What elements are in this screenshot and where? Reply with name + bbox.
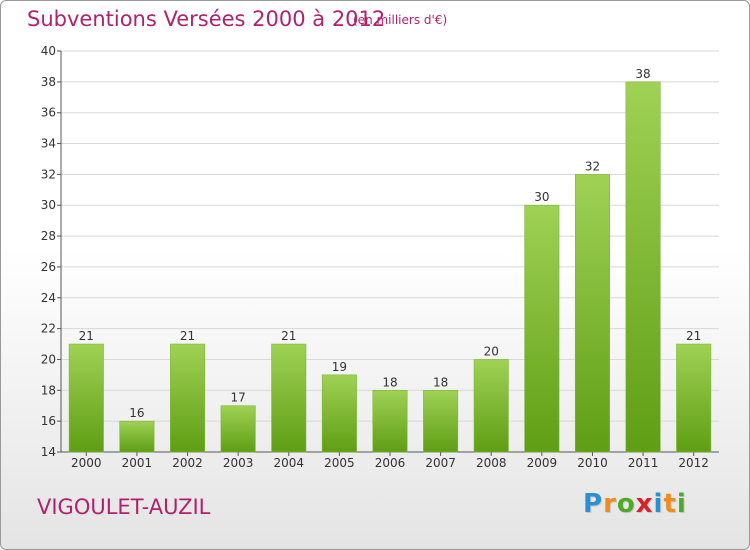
bar-2004 <box>271 343 307 453</box>
bar-2000 <box>68 343 104 453</box>
bar-2011 <box>625 81 661 453</box>
y-tick-label: 30 <box>41 198 56 212</box>
bar-2012 <box>676 343 712 453</box>
x-tick-label: 2008 <box>476 456 507 470</box>
data-label: 32 <box>585 159 600 173</box>
data-label: 20 <box>484 344 499 358</box>
y-tick-label: 32 <box>41 167 56 181</box>
data-label: 18 <box>433 375 448 389</box>
y-tick-label: 22 <box>41 322 56 336</box>
data-label: 18 <box>382 375 397 389</box>
chart-unit: (en milliers d'€) <box>353 13 448 27</box>
bar-2009 <box>524 204 560 453</box>
y-tick-label: 38 <box>41 75 56 89</box>
bar-2003 <box>220 405 256 453</box>
logo-letter: r <box>603 489 617 519</box>
x-tick-label: 2005 <box>324 456 355 470</box>
logo-letter: t <box>663 489 677 519</box>
y-tick-label: 26 <box>41 260 56 274</box>
y-tick-label: 28 <box>41 229 56 243</box>
labels: 14 16 18 20 22 24 26 28 30 32 34 36 38 40 2000 21 2001 16… <box>41 44 709 470</box>
bar-2005 <box>321 374 357 453</box>
chart-title: Subventions Versées 2000 à 2012 <box>27 7 386 31</box>
bar-2006 <box>372 390 408 453</box>
logo-letter: P <box>583 489 604 519</box>
x-tick-label: 2009 <box>527 456 558 470</box>
x-tick-label: 2011 <box>628 456 659 470</box>
data-label: 16 <box>129 406 144 420</box>
grid-lines <box>61 50 719 422</box>
y-tick-label: 20 <box>41 352 56 366</box>
x-tick-label: 2003 <box>223 456 254 470</box>
y-tick-label: 36 <box>41 106 56 120</box>
y-tick-label: 24 <box>41 291 56 305</box>
bar-2007 <box>423 390 459 453</box>
y-tick-label: 40 <box>41 44 56 58</box>
y-tick-label: 18 <box>41 383 56 397</box>
data-label: 30 <box>534 190 549 204</box>
bars <box>68 81 712 453</box>
bar-2002 <box>170 343 206 453</box>
logo-letter: i <box>676 489 687 519</box>
data-label: 19 <box>332 360 347 374</box>
x-tick-label: 2002 <box>172 456 203 470</box>
y-tick-label: 34 <box>41 137 56 151</box>
data-label: 21 <box>686 329 701 343</box>
x-tick-label: 2007 <box>425 456 456 470</box>
data-label: 17 <box>231 391 246 405</box>
data-label: 38 <box>635 67 650 81</box>
bar-2001 <box>119 420 155 453</box>
x-tick-label: 2010 <box>577 456 608 470</box>
data-label: 21 <box>281 329 296 343</box>
y-tick-label: 14 <box>41 445 56 459</box>
x-tick-label: 2001 <box>122 456 153 470</box>
logo-letter: i <box>653 489 664 519</box>
y-tick-label: 16 <box>41 414 56 428</box>
bar-2008 <box>473 359 509 453</box>
proxiti-logo: Proxiti <box>583 489 687 519</box>
x-tick-label: 2012 <box>678 456 709 470</box>
x-tick-label: 2006 <box>375 456 406 470</box>
bar-2010 <box>574 174 610 453</box>
data-label: 21 <box>180 329 195 343</box>
x-tick-label: 2004 <box>273 456 304 470</box>
commune-name: VIGOULET-AUZIL <box>37 495 211 519</box>
data-label: 21 <box>79 329 94 343</box>
logo-letter: o <box>616 489 636 519</box>
logo-letter: x <box>635 489 654 519</box>
x-tick-label: 2000 <box>71 456 102 470</box>
